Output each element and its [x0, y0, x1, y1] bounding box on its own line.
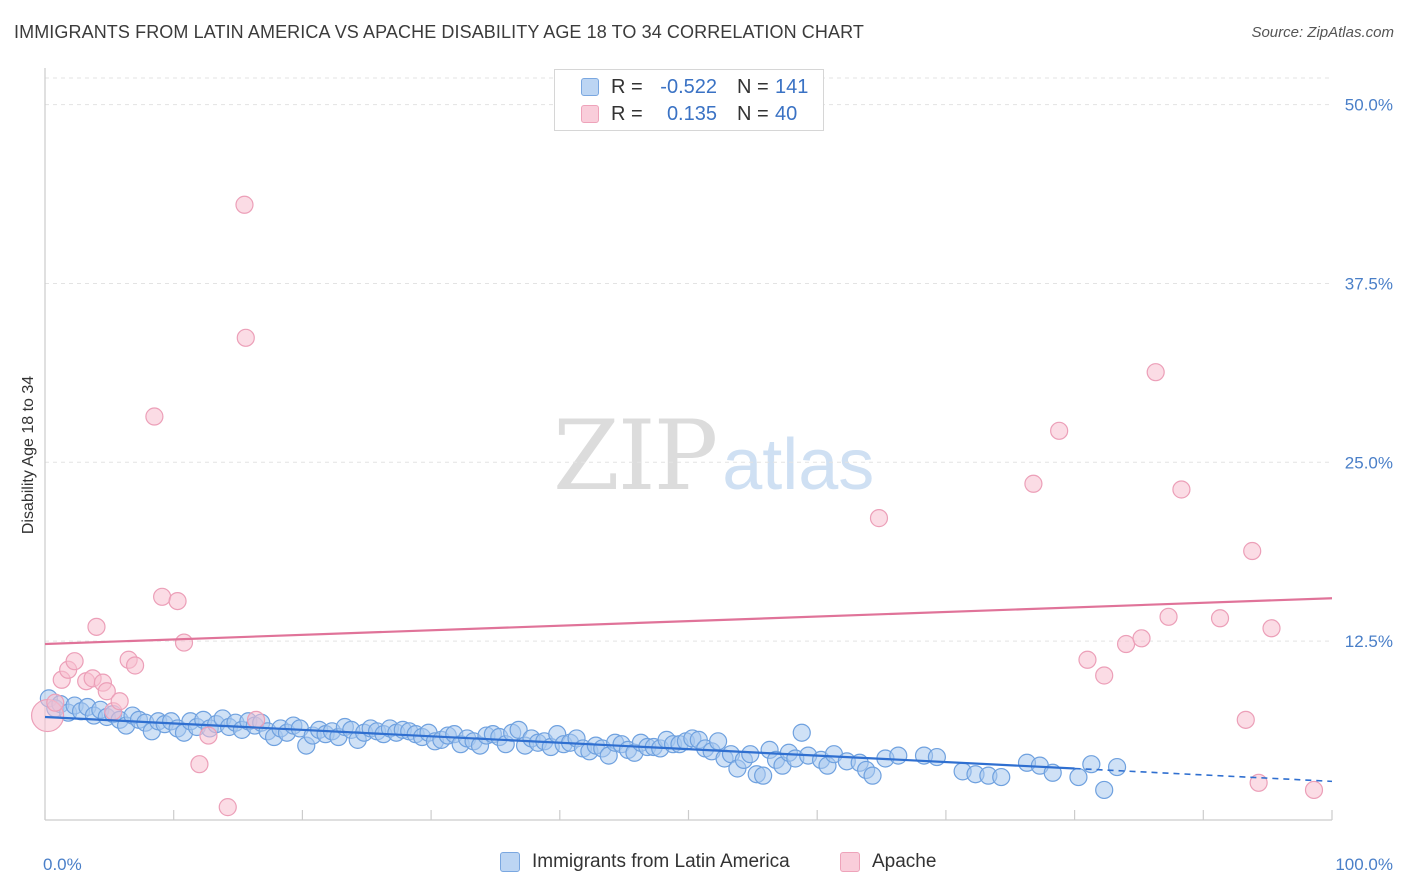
data-point-apache — [1304, 780, 1324, 800]
data-point-apache — [1243, 541, 1262, 561]
data-point-apache — [190, 755, 209, 774]
data-point-latin-america — [754, 766, 773, 785]
data-point-apache — [168, 591, 187, 611]
data-point-apache — [1172, 480, 1191, 499]
y-tick-label: 12.5% — [1345, 632, 1393, 651]
data-point-apache — [1146, 363, 1165, 382]
data-point-apache — [1078, 650, 1097, 669]
data-point-latin-america — [741, 745, 760, 764]
legend-r-value: 0.135 — [666, 102, 717, 125]
data-point-apache — [1024, 474, 1043, 493]
legend-row-apache: R = 0.135 N = 40 — [581, 102, 797, 126]
source-label: Source: ZipAtlas.com — [1251, 24, 1394, 41]
legend-n-label: N = — [737, 75, 769, 98]
y-axis-title: Disability Age 18 to 34 — [20, 376, 37, 534]
data-point-latin-america — [889, 746, 908, 765]
data-point-latin-america — [709, 732, 728, 751]
data-point-latin-america — [1069, 767, 1088, 787]
legend-n-value: 141 — [775, 75, 809, 98]
data-point-apache — [1210, 609, 1230, 628]
legend-r-label: R = — [611, 75, 643, 98]
tick-labels: 12.5% 25.0% 37.5% 50.0% 0.0% 100.0% — [43, 96, 1393, 874]
bottom-legend-label: Apache — [872, 851, 937, 872]
data-point-apache — [1116, 634, 1136, 654]
legend-swatch-blue — [581, 78, 599, 96]
legend-r-value: -0.522 — [660, 75, 717, 98]
data-point-apache — [869, 509, 889, 528]
bottom-legend-swatch-pink — [840, 852, 860, 872]
data-point-latin-america — [509, 720, 528, 739]
data-point-apache — [125, 656, 145, 675]
x-tick-label: 0.0% — [43, 855, 82, 874]
data-point-apache — [65, 652, 84, 671]
data-point-apache — [1159, 607, 1178, 626]
watermark: ZIPatlas — [553, 400, 874, 512]
data-point-apache — [87, 617, 106, 636]
data-point-latin-america — [992, 767, 1011, 787]
bottom-legend-latin-america: Immigrants from Latin America — [500, 851, 790, 873]
data-point-apache — [145, 407, 164, 426]
trend-line-latin-america — [44, 715, 1075, 770]
data-point-apache — [1132, 629, 1151, 648]
data-point-apache — [46, 693, 65, 712]
data-point-apache — [235, 195, 254, 214]
watermark-atlas: atlas — [722, 425, 875, 505]
data-point-apache — [174, 633, 194, 652]
legend-n-label: N = — [737, 102, 769, 125]
data-point-apache — [1236, 710, 1255, 729]
grid-lines — [45, 77, 1332, 642]
data-point-apache — [97, 682, 116, 701]
legend-r-label: R = — [611, 102, 643, 125]
data-point-apache — [218, 798, 237, 817]
data-point-apache — [246, 710, 266, 729]
chart-title: IMMIGRANTS FROM LATIN AMERICA VS APACHE … — [14, 22, 864, 42]
trend-line-latin-america-extrapolated — [1074, 767, 1333, 783]
data-point-apache — [236, 328, 255, 347]
y-tick-label: 37.5% — [1345, 274, 1393, 293]
bottom-legend-swatch-blue — [500, 852, 520, 872]
correlation-legend: R = -0.522 N = 141 R = 0.135 N = 40 — [554, 69, 824, 131]
legend-row-latin-america: R = -0.522 N = 141 — [581, 75, 808, 99]
data-point-apache — [199, 726, 218, 745]
data-point-apache — [1262, 619, 1281, 638]
data-point-apache — [1050, 421, 1069, 440]
bottom-legend-label: Immigrants from Latin America — [532, 851, 790, 872]
trend-lines — [44, 597, 1333, 783]
y-tick-label: 50.0% — [1345, 96, 1393, 115]
watermark-zip: ZIP — [553, 400, 718, 512]
data-point-apache — [153, 587, 172, 606]
trend-line-apache — [44, 597, 1333, 646]
x-tick-label: 100.0% — [1335, 855, 1393, 874]
bottom-legend-apache: Apache — [840, 851, 936, 873]
data-point-latin-america — [792, 723, 811, 742]
series-apache — [30, 195, 1324, 817]
legend-n-value: 40 — [775, 102, 798, 125]
data-point-latin-america — [1107, 757, 1127, 777]
data-point-apache — [1095, 666, 1114, 685]
legend-swatch-pink — [581, 105, 599, 123]
y-tick-label: 25.0% — [1345, 453, 1393, 472]
data-point-latin-america — [863, 766, 882, 785]
data-point-apache — [110, 692, 129, 711]
axes — [44, 68, 1333, 821]
data-point-latin-america — [1095, 780, 1114, 800]
